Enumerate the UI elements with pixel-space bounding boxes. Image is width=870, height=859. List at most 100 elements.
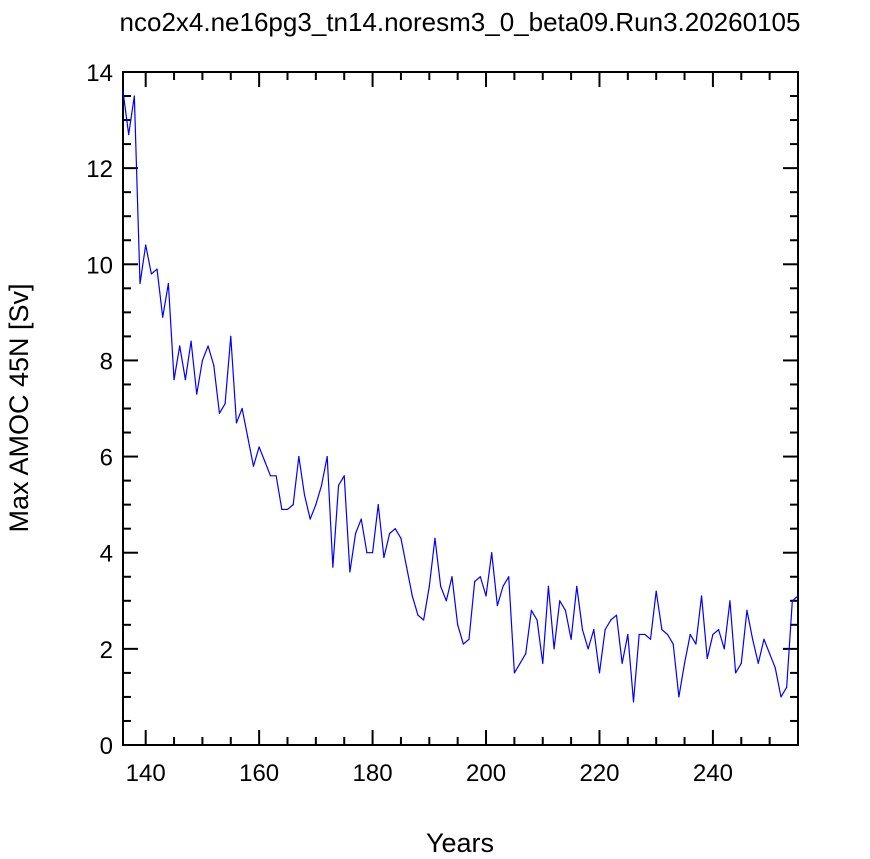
y-tick-label: 14 [86,60,113,87]
data-point [332,566,334,568]
series-line-max-amoc [122,91,799,703]
x-tick-label: 220 [579,760,619,787]
data-point [581,629,584,631]
data-point [632,701,635,703]
data-point [485,595,487,597]
data-point [440,585,442,587]
x-axis-title: Years [426,828,494,858]
data-point [326,455,328,458]
data-point [428,585,430,587]
y-tick-label: 4 [100,541,113,568]
data-point [162,316,164,318]
y-tick-label: 2 [100,637,113,664]
data-point [258,446,260,448]
data-point [343,475,345,477]
data-point [411,595,413,597]
chart-title: nco2x4.ne16pg3_tn14.noresm3_0_beta09.Run… [120,7,801,37]
data-point [468,638,470,640]
data-point [252,465,255,467]
data-point [371,552,374,554]
data-point [349,571,351,573]
data-point [598,672,601,674]
data-point [513,672,515,674]
data-point [196,393,198,395]
data-point [320,484,323,487]
data-point [786,686,788,688]
data-point [190,340,192,342]
data-point [638,633,640,636]
data-point [621,662,623,664]
data-point [207,345,209,347]
data-point [525,653,527,655]
data-point [315,504,317,506]
data-point [201,359,204,362]
data-point [281,508,283,511]
data-point [655,590,657,592]
data-point [570,638,572,640]
data-point [661,629,663,631]
tick-labels: 140 160 180 200 220 240 0 2 4 6 8 10 12 14 [86,60,733,787]
data-point [298,455,300,458]
data-point [394,528,396,530]
y-tick-label: 10 [86,252,113,279]
plot-frame [122,71,799,746]
data-point [757,662,759,664]
data-point [275,475,277,477]
data-point [150,273,152,275]
data-point [729,600,731,602]
y-tick-label: 6 [100,445,113,472]
data-point [610,619,612,621]
data-point [247,436,249,438]
data-point [230,335,232,337]
data-point [678,696,680,698]
data-point [695,643,697,645]
data-point [700,595,703,597]
data-point [173,379,175,381]
data-point [542,662,544,664]
data-point [604,629,606,631]
data-point [740,662,742,664]
data-point [213,364,215,366]
x-tick-label: 160 [239,760,279,787]
data-point [406,566,408,568]
data-point [752,638,754,640]
data-point [735,672,737,674]
data-point [780,696,782,698]
data-point [218,412,221,414]
data-point [530,609,533,612]
data-point [491,552,493,554]
data-point [309,518,311,520]
data-point [689,633,691,636]
data-point [303,494,306,496]
data-point [377,504,379,506]
data-point [587,648,589,650]
data-point [496,604,498,607]
data-point [717,629,720,631]
data-point [462,643,464,645]
data-point [241,407,243,410]
data-point [615,614,618,616]
data-point [746,609,748,612]
data-point [712,633,714,636]
ticks [123,71,799,746]
data-point [133,95,135,97]
data-point [179,345,181,347]
data-point [434,537,436,539]
data-point [576,585,578,587]
data-point [451,576,453,578]
data-points [122,90,799,703]
data-point [457,624,459,626]
data-point [547,585,550,587]
data-point [479,576,481,578]
data-point [122,90,124,92]
data-point [791,600,793,602]
data-point [774,667,776,669]
data-point [354,532,357,535]
data-point [286,508,289,511]
data-point [649,638,652,640]
data-point [474,580,476,583]
data-point [666,633,669,636]
data-point [593,629,595,631]
data-point [508,576,510,578]
